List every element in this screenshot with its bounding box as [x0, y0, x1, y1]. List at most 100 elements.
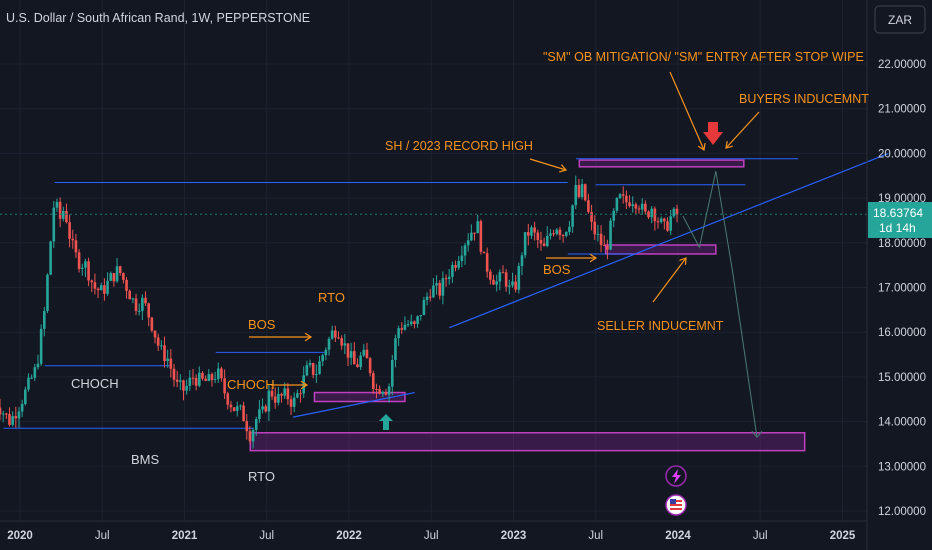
candle-body — [109, 273, 113, 281]
candle-body — [606, 246, 609, 250]
last-price-tag — [868, 202, 932, 238]
annotation-arrowhead — [697, 142, 706, 152]
candle-body — [128, 290, 132, 300]
trend-line — [292, 391, 415, 418]
candle-body — [49, 241, 52, 275]
candle-body — [52, 207, 56, 242]
currency-button-label: ZAR — [888, 13, 912, 27]
candle-body — [321, 355, 324, 362]
candle-body — [20, 403, 24, 412]
label-seller-inducement: SELLER INDUCEMNT — [597, 319, 724, 333]
candle-body — [520, 255, 524, 267]
candle-body — [134, 298, 138, 312]
candle-body — [74, 240, 78, 253]
candle-body — [621, 194, 625, 196]
candle-body — [315, 374, 318, 376]
candle-body — [580, 184, 584, 198]
candle-body — [466, 240, 470, 246]
candle-body — [666, 221, 669, 231]
candle-body — [394, 338, 397, 360]
candle-body — [166, 358, 169, 362]
candle-body — [628, 202, 631, 207]
time-tick-label: Jul — [424, 530, 439, 542]
candle-body — [5, 413, 8, 415]
levels — [3, 152, 889, 429]
candle-body — [261, 406, 264, 410]
candle-body — [552, 233, 555, 235]
demand-supply-zone — [604, 244, 717, 255]
price-tick-label: 22.00000 — [878, 59, 926, 71]
candle-body — [425, 296, 429, 300]
candle-body — [549, 233, 552, 236]
candle-body — [318, 361, 321, 375]
annotation-arrowhead — [300, 380, 309, 390]
candle-body — [349, 351, 353, 358]
candle-body — [533, 227, 536, 233]
candle-body — [147, 303, 150, 318]
candle-body — [422, 299, 426, 315]
candle-body — [371, 373, 375, 389]
candle-body — [428, 296, 432, 298]
candle-body — [517, 266, 521, 290]
candle-body — [656, 221, 660, 223]
candle-body — [625, 195, 628, 203]
time-axis[interactable]: 2020 Jul 2021 Jul 2022 Jul 2023 Jul 2024 Jul 2025 — [7, 530, 856, 542]
candle-body — [122, 273, 125, 280]
candle-body — [27, 377, 30, 390]
candle-body — [14, 416, 18, 419]
candle-body — [299, 393, 302, 395]
candle-body — [330, 330, 334, 339]
candle-body — [631, 204, 634, 207]
projection-path — [682, 171, 758, 438]
candle-body — [150, 317, 154, 331]
candle-body — [112, 273, 116, 282]
price-axis[interactable]: 12.00000 13.00000 14.00000 15.00000 16.00000… — [878, 59, 926, 518]
annotation-arrowhead — [589, 253, 598, 263]
candle-body — [353, 351, 356, 365]
zones — [249, 159, 806, 452]
label-choch-2: CHOCH — [227, 377, 275, 392]
candle-body — [403, 324, 407, 330]
lightning-icon — [672, 469, 681, 484]
candle-body — [198, 372, 201, 386]
candle-body — [96, 288, 100, 291]
annotation-arrowhead — [304, 332, 313, 342]
candle-body — [571, 205, 574, 227]
candle-body — [653, 208, 657, 222]
candle-body — [153, 330, 157, 338]
candle-body — [495, 281, 498, 285]
candle-body — [362, 349, 366, 356]
candle-body — [131, 298, 135, 300]
candle-body — [289, 399, 293, 407]
candle-body — [587, 200, 590, 212]
candle-body — [248, 431, 252, 442]
candle-body — [492, 279, 495, 285]
time-tick-label: Jul — [259, 530, 274, 542]
candle-body — [229, 404, 233, 408]
last-price-value: 18.63764 — [873, 206, 923, 220]
us-flag-canton — [670, 499, 676, 504]
candle-body — [39, 328, 43, 364]
currency-button[interactable] — [874, 5, 926, 34]
candle-body — [68, 222, 71, 239]
candle-body — [514, 281, 517, 290]
price-tick-label: 17.00000 — [878, 283, 926, 295]
candle-body — [80, 267, 84, 269]
candle-body — [24, 389, 27, 404]
candle-body — [545, 235, 549, 247]
candle-body — [498, 272, 502, 282]
candle-body — [457, 261, 461, 268]
candle-body — [61, 210, 65, 219]
candle-body — [185, 385, 188, 391]
candle-body — [612, 210, 616, 221]
candle-body — [169, 358, 173, 369]
candle-body — [172, 368, 176, 380]
label-buyers-inducement: BUYERS INDUCEMNT — [739, 92, 869, 106]
candle-body — [650, 208, 653, 218]
time-tick-label: Jul — [95, 530, 110, 542]
candle-body — [99, 285, 103, 291]
label-choch-1: CHOCH — [71, 376, 119, 391]
candle-body — [71, 238, 75, 241]
demand-supply-zone — [313, 391, 406, 403]
